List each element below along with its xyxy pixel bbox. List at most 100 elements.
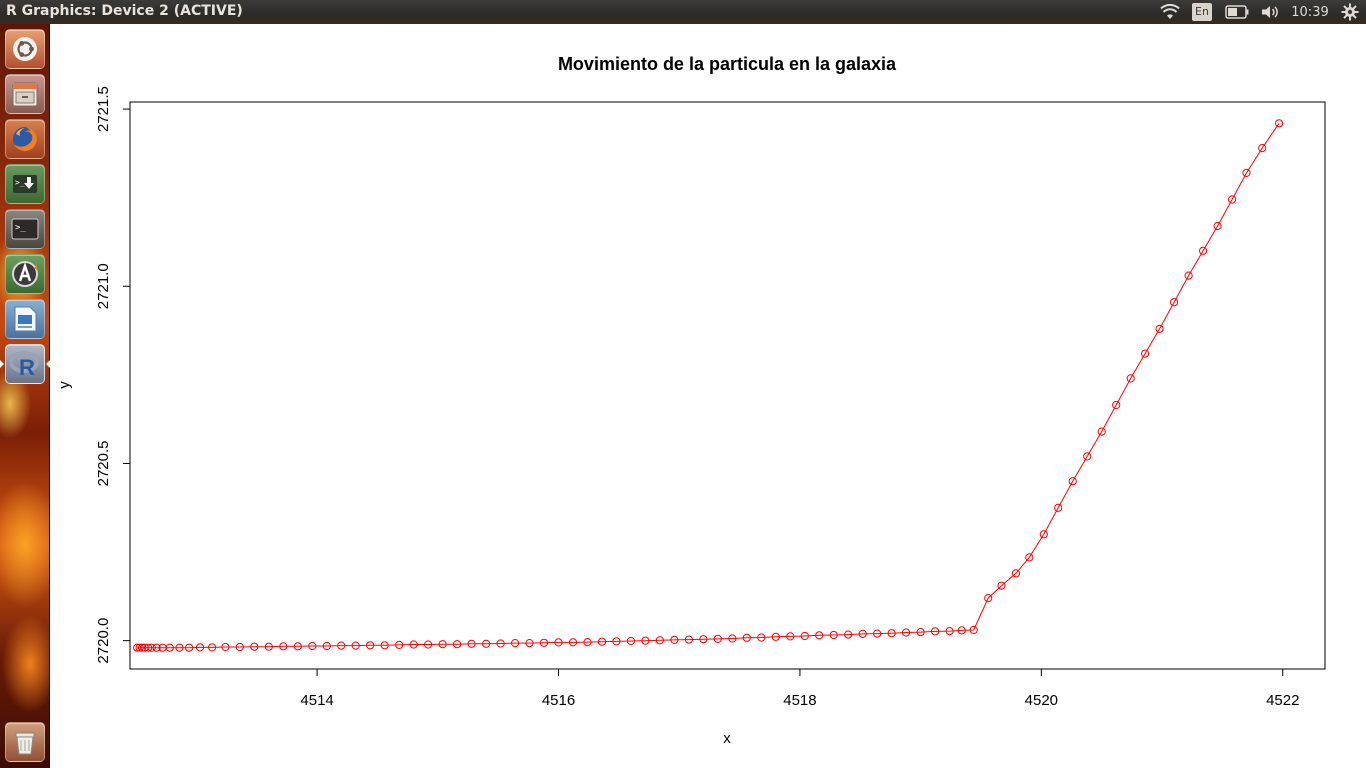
keyboard-layout-label: En [1192, 3, 1212, 21]
data-point [1025, 553, 1034, 562]
series-line [137, 123, 1280, 649]
presentation-icon [14, 306, 37, 332]
data-point [612, 637, 621, 646]
data-point [887, 629, 896, 638]
launcher-item-firefox[interactable] [5, 119, 45, 159]
data-point [554, 638, 563, 647]
data-point [144, 643, 153, 652]
data-point [626, 636, 636, 646]
data-point [800, 631, 809, 641]
data-point [1011, 569, 1021, 578]
data-point [409, 640, 418, 649]
data-point [195, 643, 205, 652]
data-point [684, 635, 694, 644]
data-point [1242, 168, 1251, 177]
x-tick-label: 4522 [1266, 692, 1299, 709]
data-point [293, 642, 302, 651]
data-point [1258, 144, 1267, 153]
volume-icon[interactable] [1259, 0, 1281, 24]
particle-trajectory-series [133, 119, 1284, 652]
data-point [424, 640, 433, 649]
x-tick-label: 4514 [300, 692, 333, 709]
data-point [858, 629, 867, 639]
y-tick-label: 2720.0 [95, 618, 112, 664]
clock[interactable]: 10:39 [1291, 4, 1329, 20]
data-point [438, 640, 447, 649]
data-point [713, 634, 722, 644]
data-point [815, 631, 824, 640]
wifi-icon[interactable] [1159, 0, 1181, 24]
data-point [138, 643, 147, 652]
launcher-item-dash-home[interactable] [5, 29, 45, 69]
battery-icon[interactable] [1224, 0, 1250, 24]
data-point [453, 640, 462, 649]
data-point [1126, 374, 1135, 383]
data-point [1213, 221, 1222, 231]
data-point [1228, 195, 1237, 204]
data-point [1083, 452, 1092, 461]
launcher: >_ >_ R [0, 24, 50, 768]
session-gear-icon[interactable] [1340, 0, 1360, 24]
data-point [597, 637, 607, 646]
launcher-item-installer[interactable]: >_ [5, 164, 45, 204]
y-axis-label: y [56, 381, 73, 389]
download-arrow-icon: >_ [13, 175, 37, 193]
data-point [147, 643, 156, 652]
data-point [380, 641, 389, 650]
y-tick-label: 2720.5 [95, 441, 112, 487]
data-point [742, 633, 751, 642]
data-point [786, 632, 795, 641]
launcher-item-files[interactable] [5, 74, 45, 114]
data-point [844, 630, 853, 639]
trash-icon [15, 732, 35, 755]
data-point [279, 642, 288, 651]
launcher-item-libreoffice-impress[interactable] [5, 299, 45, 339]
y-axis: 2720.0 2720.5 2721.0 2721.5 [95, 86, 131, 664]
y-tick-label: 2721.0 [95, 263, 112, 309]
x-tick-label: 4518 [783, 692, 816, 709]
data-point [829, 630, 838, 640]
data-point [757, 633, 766, 642]
data-point [395, 640, 404, 650]
data-point [1170, 298, 1179, 307]
chart-title: Movimiento de la particula en la galaxia [558, 54, 897, 74]
launcher-item-trash[interactable] [5, 722, 45, 762]
keyboard-layout-indicator[interactable]: En [1192, 0, 1212, 24]
y-tick-label: 2721.5 [95, 86, 112, 132]
data-point [902, 628, 911, 637]
launcher-item-software-updater[interactable] [5, 254, 45, 294]
x-axis-label: x [723, 730, 731, 747]
data-point [264, 642, 273, 651]
data-point [511, 639, 520, 648]
data-point [1054, 503, 1063, 512]
data-point [235, 642, 244, 652]
svg-text:>_: >_ [15, 223, 26, 233]
x-tick-label: 4520 [1025, 692, 1058, 709]
data-point [583, 638, 592, 647]
data-point [1155, 324, 1164, 333]
data-point [1112, 400, 1121, 410]
data-point [308, 641, 317, 651]
data-point [496, 639, 505, 648]
data-point [1199, 246, 1208, 255]
r-graphics-plot: Movimiento de la particula en la galaxia… [50, 24, 1366, 768]
focused-app-indicator [46, 360, 50, 368]
data-point [152, 643, 161, 652]
data-point [670, 635, 679, 645]
data-point [1039, 530, 1048, 539]
data-point [366, 641, 375, 650]
data-point [771, 632, 780, 641]
svg-text:>_: >_ [15, 178, 25, 187]
active-app-indicator [0, 360, 4, 368]
data-point [467, 639, 476, 648]
data-point [699, 635, 708, 644]
software-updater-icon [12, 261, 38, 287]
launcher-item-r-language[interactable]: R [5, 344, 45, 384]
data-point [351, 641, 360, 650]
data-point [873, 629, 882, 638]
terminal-icon: >_ [11, 218, 39, 240]
data-point [916, 628, 925, 637]
data-point [135, 643, 144, 652]
launcher-item-terminal[interactable]: >_ [5, 209, 45, 249]
file-cabinet-icon [12, 82, 38, 107]
